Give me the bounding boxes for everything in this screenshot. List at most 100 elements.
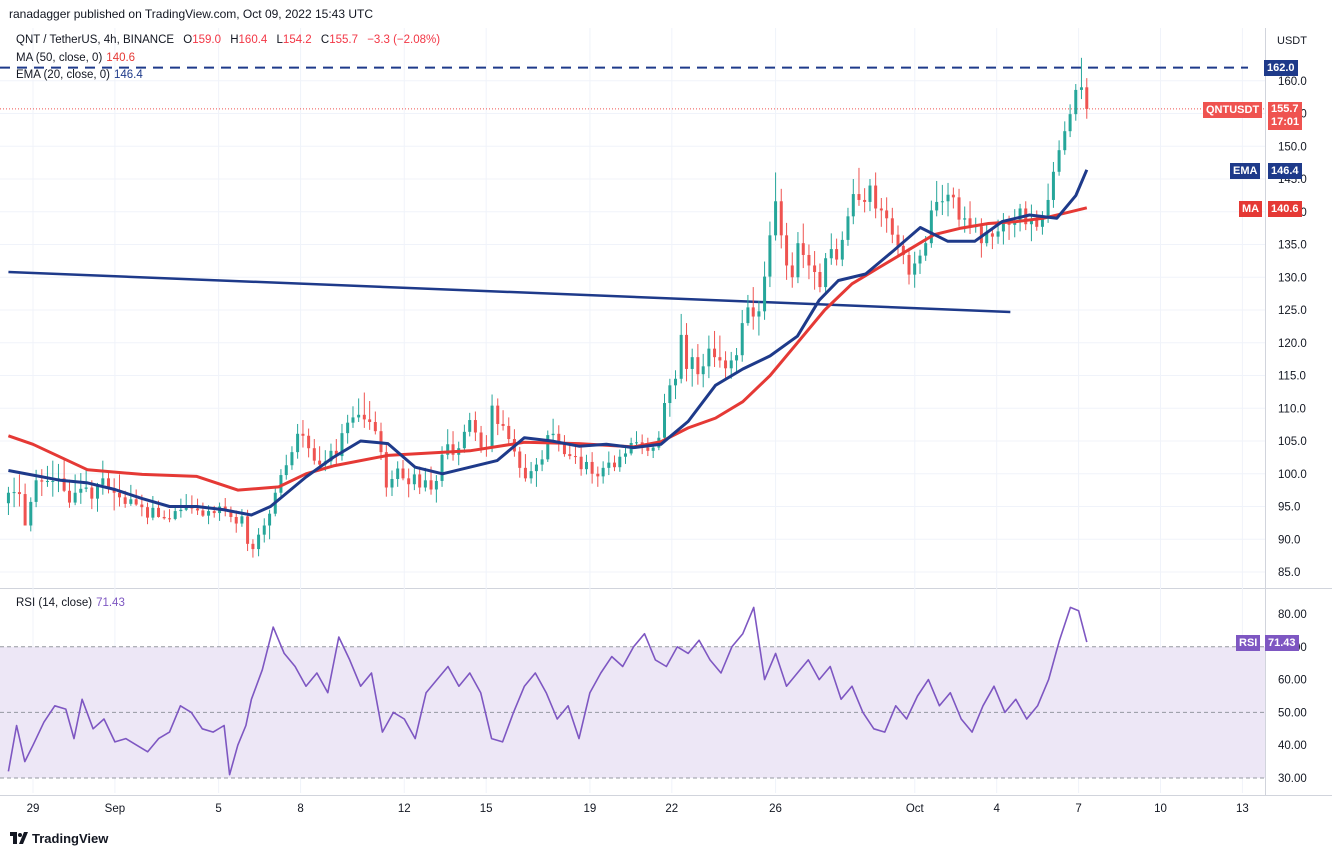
candle xyxy=(851,179,855,225)
tradingview-logo[interactable]: TradingView xyxy=(10,831,108,846)
price-axis-currency: USDT xyxy=(1277,35,1307,47)
time-tick-label: 5 xyxy=(215,803,221,815)
candle-body xyxy=(257,534,261,550)
candle-body xyxy=(212,511,216,514)
candle-body xyxy=(623,453,627,457)
ema-legend[interactable]: EMA (20, close, 0) 146.4 xyxy=(16,69,143,81)
candle-body xyxy=(340,433,344,457)
candle xyxy=(540,450,544,472)
candle-body xyxy=(1079,87,1083,90)
candle xyxy=(412,468,416,491)
candle xyxy=(1035,210,1039,231)
candle xyxy=(774,172,778,241)
candle-body xyxy=(707,348,711,367)
candle xyxy=(284,454,288,480)
candle xyxy=(401,459,405,481)
candle-body xyxy=(813,265,817,273)
candle xyxy=(229,506,233,523)
candle xyxy=(257,528,261,557)
time-tick-label: 7 xyxy=(1075,803,1081,815)
candle-body xyxy=(668,385,672,404)
candle xyxy=(779,188,783,249)
price-tick-label: 100.0 xyxy=(1278,469,1307,481)
price-tick-label: 120.0 xyxy=(1278,338,1307,350)
candle xyxy=(307,428,311,458)
candle xyxy=(701,353,705,388)
rsi-tick-label: 80.00 xyxy=(1278,609,1307,621)
candle-body xyxy=(957,197,961,220)
candle xyxy=(623,446,627,464)
candle xyxy=(929,200,933,248)
candle-body xyxy=(12,492,16,494)
price-tick-label: 130.0 xyxy=(1278,272,1307,284)
candle-body xyxy=(184,506,188,510)
ma-price-badge: 140.6 xyxy=(1268,201,1302,217)
candle-body xyxy=(735,355,739,361)
candle-body xyxy=(851,194,855,217)
candle xyxy=(968,201,972,235)
price-tick-label: 95.0 xyxy=(1278,502,1300,514)
candle xyxy=(423,467,427,492)
candle-body xyxy=(446,444,450,455)
time-tick-label: 13 xyxy=(1236,803,1249,815)
symbol-legend[interactable]: QNT / TetherUS, 4h, BINANCE O159.0 H160.… xyxy=(16,34,441,46)
candle xyxy=(818,263,822,293)
change-value: −3.3 (−2.08%) xyxy=(367,34,441,46)
symbol-name: QNT / TetherUS, 4h, BINANCE xyxy=(16,34,175,46)
candle-body xyxy=(690,357,694,369)
candle-body xyxy=(829,249,833,259)
candle xyxy=(940,184,944,216)
candle-body xyxy=(746,307,750,324)
candle-body xyxy=(62,478,66,491)
candle-body xyxy=(901,245,905,255)
last-price-badge: 155.7 17:01 xyxy=(1268,102,1303,130)
candle xyxy=(918,249,922,274)
candle-body xyxy=(935,201,939,211)
candle xyxy=(151,496,155,521)
candle xyxy=(390,470,394,497)
candle xyxy=(557,425,561,452)
candle-body xyxy=(801,243,805,255)
price-tick-label: 110.0 xyxy=(1278,403,1306,415)
candle xyxy=(184,494,188,512)
open-value: 159.0 xyxy=(192,34,222,46)
ema-price-badge: 146.4 xyxy=(1268,163,1302,179)
candle-body xyxy=(551,433,555,436)
candle xyxy=(301,420,305,448)
candle-body xyxy=(1051,171,1055,200)
candle xyxy=(846,207,850,246)
candle xyxy=(579,447,583,476)
candle xyxy=(735,347,739,373)
candle xyxy=(913,251,917,288)
rsi-tick-label: 60.00 xyxy=(1278,675,1307,687)
candle-body xyxy=(168,518,172,520)
candle xyxy=(813,251,817,290)
candle xyxy=(462,424,466,453)
candle xyxy=(362,392,366,428)
rsi-legend[interactable]: RSI (14, close) 71.43 xyxy=(16,597,125,609)
candle-body xyxy=(534,464,538,472)
candle-body xyxy=(473,420,477,433)
candle-body xyxy=(557,433,561,444)
candle-body xyxy=(946,194,950,202)
price-tick-label: 105.0 xyxy=(1278,436,1307,448)
candle xyxy=(146,502,150,525)
candle xyxy=(707,335,711,379)
ma-legend[interactable]: MA (50, close, 0) 140.6 xyxy=(16,52,135,64)
candle-body xyxy=(729,360,733,369)
candle-body xyxy=(679,334,683,379)
candle-body xyxy=(84,487,88,489)
candle-body xyxy=(390,478,394,488)
candle xyxy=(607,451,611,476)
candle-body xyxy=(51,480,55,482)
candle-body xyxy=(713,348,717,358)
candle-body xyxy=(757,311,761,317)
candle xyxy=(724,351,728,380)
candle-body xyxy=(67,490,71,503)
candle-body xyxy=(162,516,166,519)
candle xyxy=(868,179,872,212)
candle-body xyxy=(790,265,794,278)
candle-body xyxy=(590,461,594,474)
candle xyxy=(312,439,316,465)
candle-body xyxy=(523,467,527,479)
